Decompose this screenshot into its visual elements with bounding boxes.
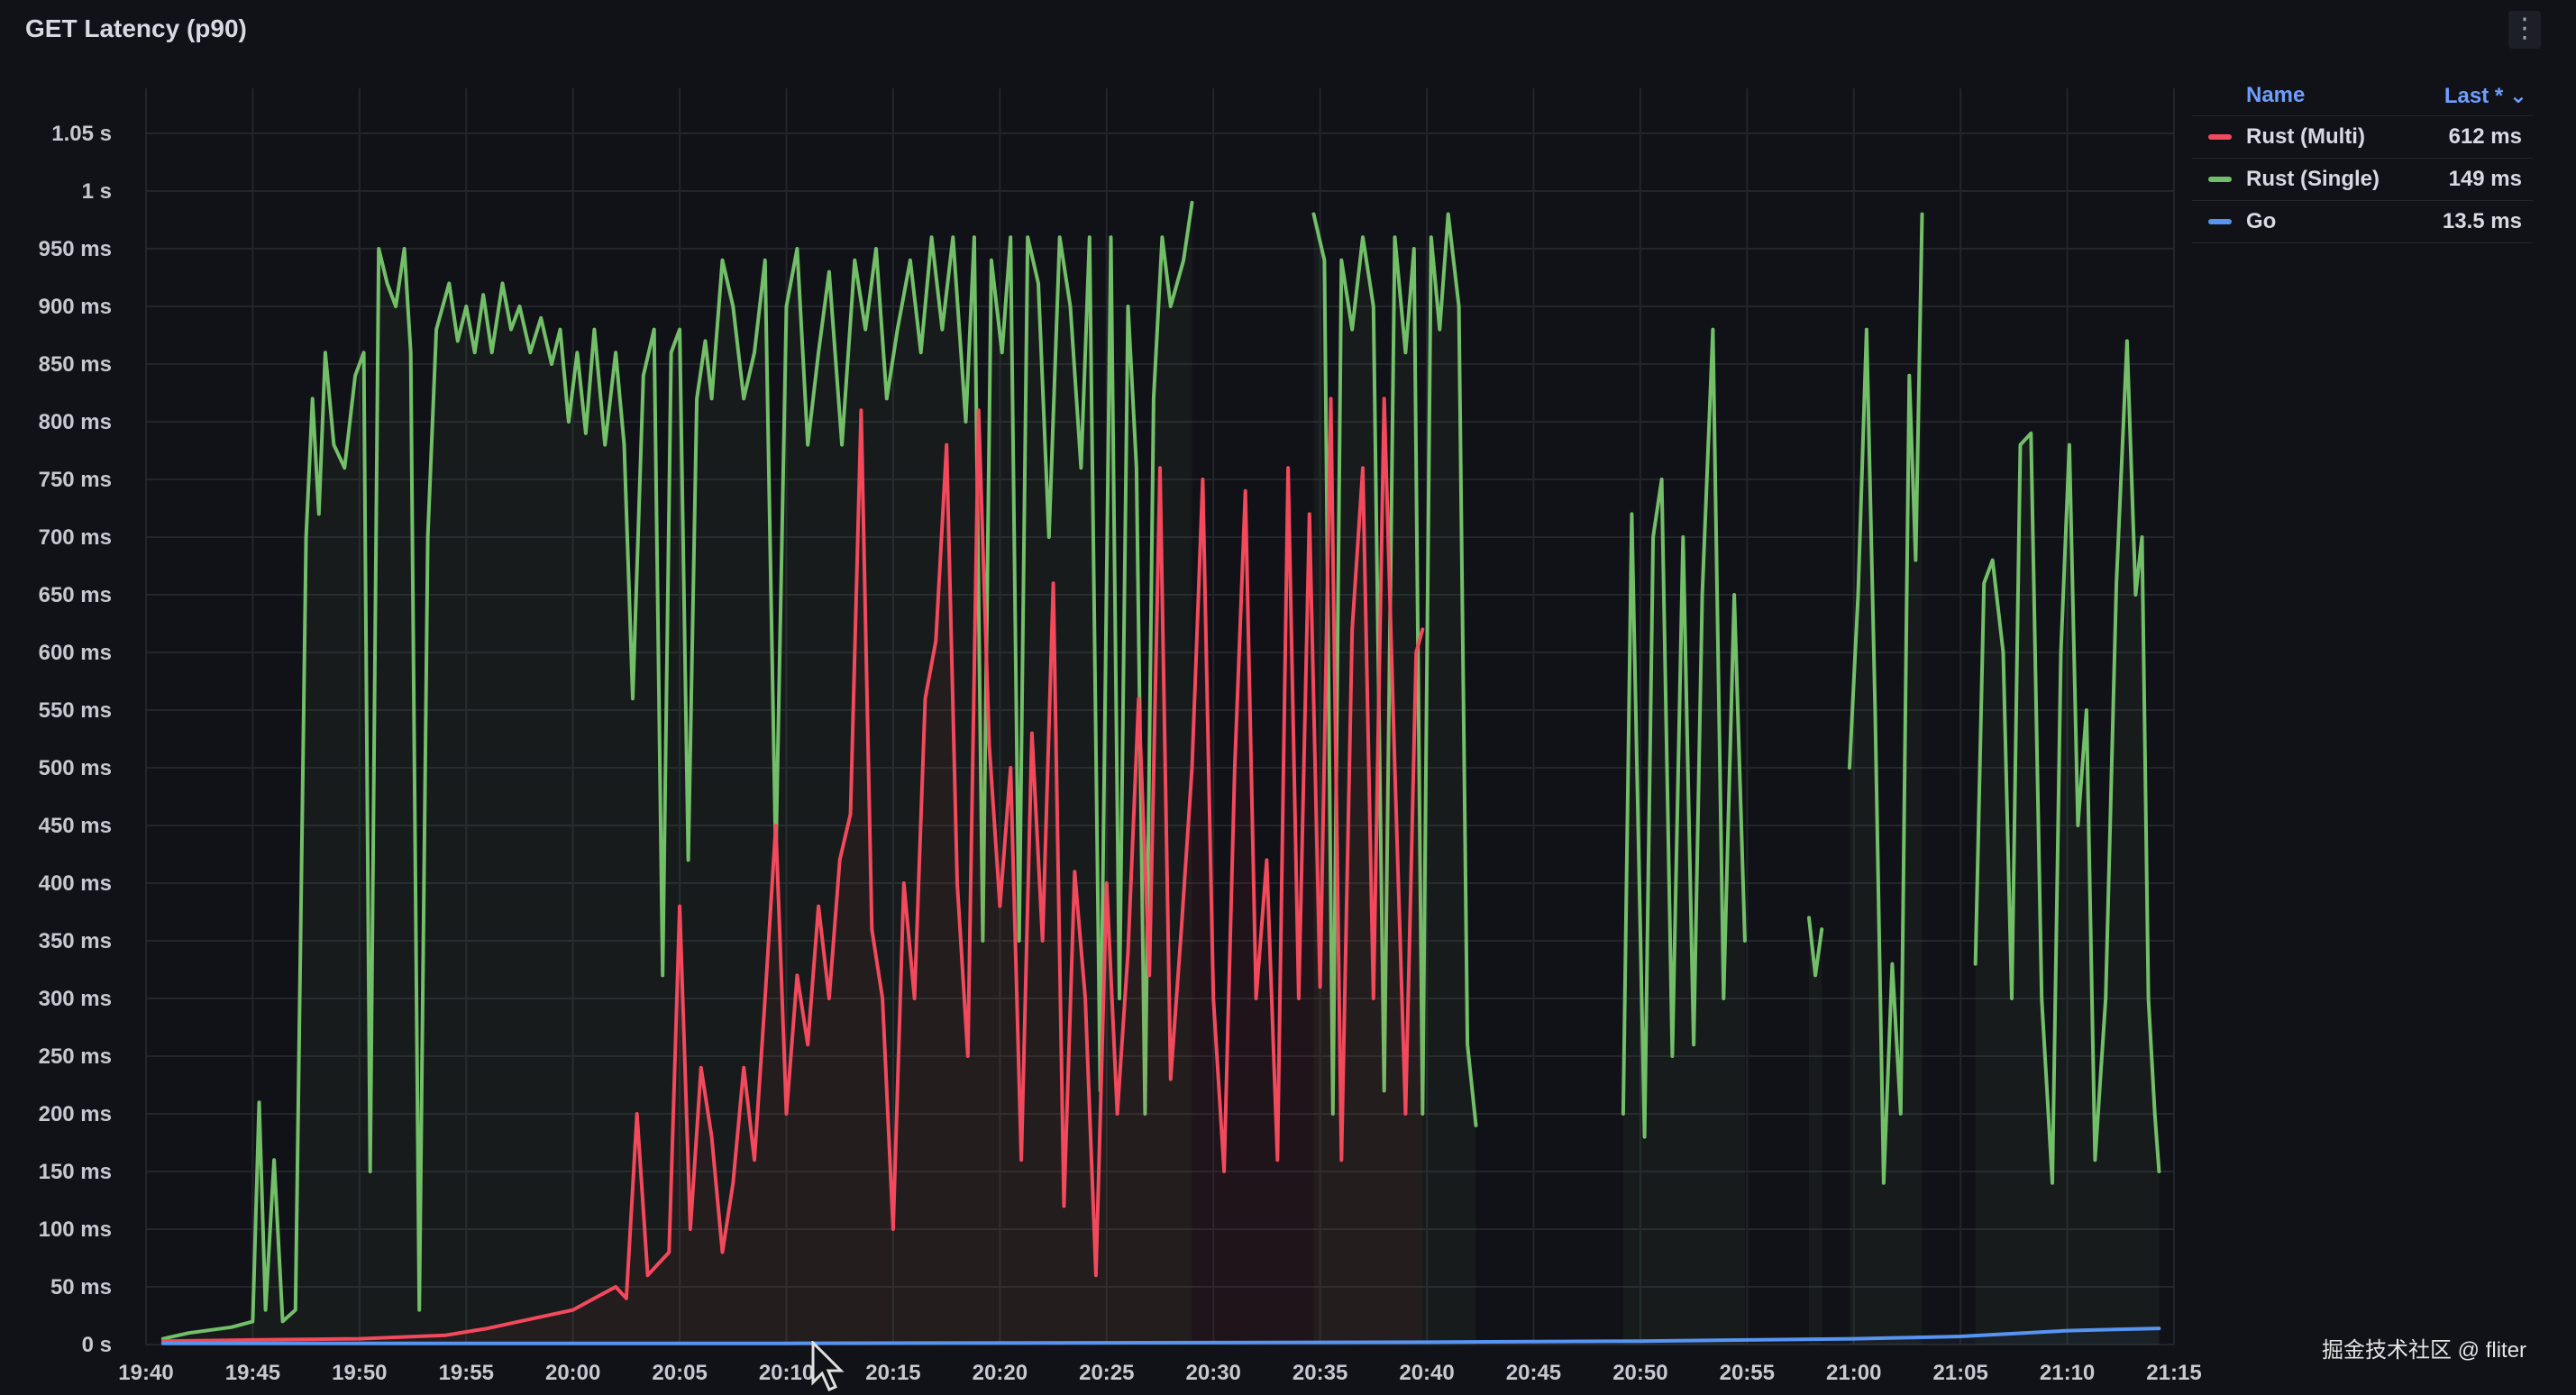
legend-header: Name Last * ⌄ (2192, 76, 2533, 115)
series-line-rust-single (1973, 339, 2161, 1185)
y-tick-label: 700 ms (39, 525, 112, 550)
x-tick-label: 20:50 (1612, 1361, 1667, 1385)
series-line-rust-single (1311, 212, 1478, 1127)
y-tick-label: 450 ms (39, 814, 112, 838)
legend: Name Last * ⌄ Rust (Multi) 612 ms Rust (… (2192, 76, 2533, 243)
mouse-cursor-icon (811, 1341, 845, 1391)
x-tick-label: 20:10 (759, 1361, 814, 1385)
series-area-rust-multi (162, 398, 1423, 1345)
x-tick-label: 20:40 (1399, 1361, 1454, 1385)
legend-item-last: 612 ms (2448, 124, 2522, 149)
x-tick-label: 20:30 (1186, 1361, 1241, 1385)
legend-item-name: Rust (Multi) (2246, 124, 2365, 149)
legend-swatch (2208, 134, 2232, 140)
y-tick-label: 50 ms (50, 1275, 112, 1299)
panel-menu-icon[interactable]: ⋮ (2508, 11, 2541, 49)
y-tick-label: 850 ms (39, 352, 112, 377)
legend-item-go[interactable]: Go 13.5 ms (2192, 200, 2533, 243)
legend-item-rust-single[interactable]: Rust (Single) 149 ms (2192, 158, 2533, 200)
y-tick-label: 150 ms (39, 1160, 112, 1184)
legend-last-header[interactable]: Last * ⌄ (2444, 83, 2527, 108)
legend-item-last: 13.5 ms (2442, 209, 2522, 233)
series-area-rust-single (1809, 917, 1822, 1345)
y-tick-label: 400 ms (39, 871, 112, 896)
y-tick-label: 800 ms (39, 410, 112, 434)
y-tick-label: 200 ms (39, 1102, 112, 1126)
series-line-rust-single (1848, 212, 1924, 1185)
watermark: 掘金技术社区 @ fliter (2322, 1338, 2527, 1363)
series-area-rust-single (1850, 214, 1923, 1345)
y-tick-label: 350 ms (39, 929, 112, 953)
legend-item-last: 149 ms (2448, 167, 2522, 191)
x-tick-label: 21:15 (2146, 1361, 2201, 1385)
y-tick-label: 300 ms (39, 987, 112, 1011)
x-tick-label: 20:05 (652, 1361, 707, 1385)
series-area-go (162, 1328, 2160, 1345)
y-tick-label: 550 ms (39, 698, 112, 723)
legend-item-rust-multi[interactable]: Rust (Multi) 612 ms (2192, 115, 2533, 158)
series-area-rust-single (162, 202, 1192, 1345)
x-tick-label: 21:10 (2040, 1361, 2095, 1385)
x-tick-label: 20:25 (1079, 1361, 1134, 1385)
x-tick-label: 20:55 (1720, 1361, 1775, 1385)
panel-title[interactable]: GET Latency (p90) (25, 14, 247, 42)
legend-item-name: Go (2246, 209, 2277, 233)
y-tick-label: 600 ms (39, 641, 112, 665)
legend-item-name: Rust (Single) (2246, 167, 2380, 191)
legend-swatch (2208, 177, 2232, 182)
y-tick-label: 950 ms (39, 237, 112, 261)
y-tick-label: 250 ms (39, 1044, 112, 1069)
y-tick-label: 0 s (82, 1333, 112, 1357)
y-tick-label: 900 ms (39, 295, 112, 319)
y-tick-label: 500 ms (39, 756, 112, 780)
legend-swatch (2208, 219, 2232, 224)
x-tick-label: 21:05 (1932, 1361, 1987, 1385)
y-tick-label: 100 ms (39, 1217, 112, 1242)
x-tick-label: 20:00 (545, 1361, 600, 1385)
x-tick-label: 20:15 (865, 1361, 920, 1385)
x-tick-label: 21:00 (1826, 1361, 1881, 1385)
x-tick-label: 20:20 (973, 1361, 1028, 1385)
x-tick-label: 19:55 (439, 1361, 494, 1385)
x-tick-label: 20:35 (1293, 1361, 1347, 1385)
y-tick-label: 750 ms (39, 468, 112, 492)
y-tick-label: 1 s (82, 179, 112, 204)
series-line-rust-single (1807, 916, 1824, 978)
x-tick-label: 19:45 (225, 1361, 280, 1385)
y-tick-label: 650 ms (39, 583, 112, 607)
x-tick-label: 20:45 (1506, 1361, 1561, 1385)
series-line-rust-single (160, 200, 1194, 1341)
series-line-rust-single (1621, 327, 1747, 1139)
series-line-rust-multi (160, 397, 1425, 1344)
legend-name-header[interactable]: Name (2246, 83, 2306, 107)
y-tick-label: 1.05 s (51, 122, 112, 146)
x-tick-label: 19:50 (332, 1361, 387, 1385)
series-area-rust-single (1975, 341, 2160, 1345)
x-tick-label: 19:40 (118, 1361, 173, 1385)
series-line-go (160, 1327, 2161, 1345)
